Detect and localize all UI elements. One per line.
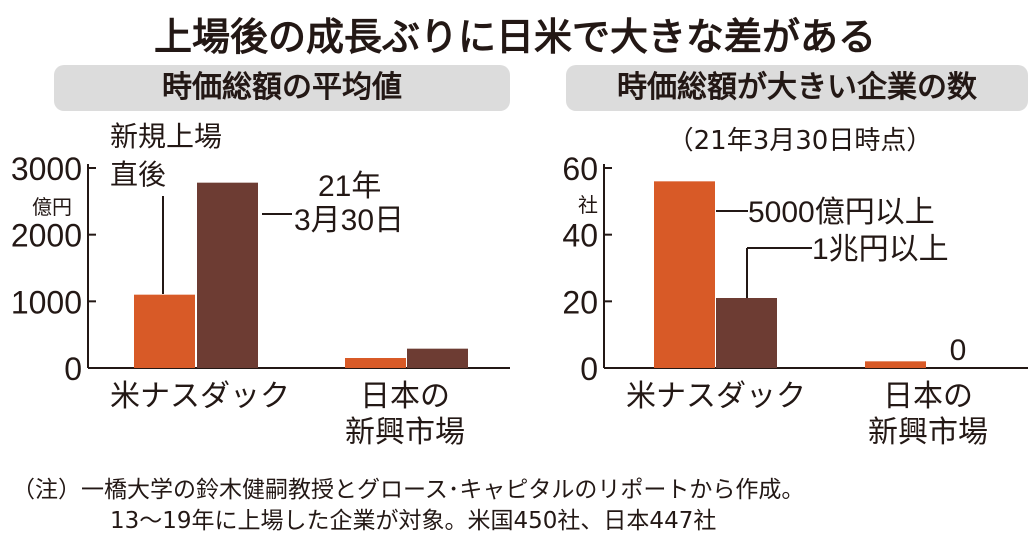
footnote-scope: 13～19年に上場した企業が対象。米国450社、日本447社 [110,508,717,534]
category-label: 米ナスダック [110,380,290,413]
page-title: 上場後の成長ぶりに日米で大きな差がある [153,15,876,59]
chart-subtitle-date: （21年3月30日時点） [667,126,933,156]
category-label: 新興市場 [868,416,988,449]
y-unit-label: 社 [578,194,598,217]
bar [865,361,926,368]
category-label: 新興市場 [345,416,465,449]
bar [654,181,715,368]
chart-title-large-company-count: 時価総額が大きい企業の数 [566,65,1028,111]
y-tick-label: 60 [562,151,598,187]
y-tick-label: 20 [562,284,598,320]
series-label: 3月30日 [294,204,404,237]
series-label: 新規上場 [110,121,222,152]
series-label: 1兆円以上 [812,233,949,266]
category-label: 米ナスダック [626,380,806,413]
series-label: 5000億円以上 [748,196,935,229]
bar [716,298,777,368]
data-label: 0 [950,334,967,367]
bar [197,182,258,368]
y-unit-label: 億円 [32,196,72,219]
category-label: 日本の [360,380,450,413]
bar [345,358,406,368]
bar [134,294,195,368]
y-tick-label: 40 [562,218,598,254]
y-tick-label: 2000 [11,218,82,254]
y-tick-label: 0 [64,351,82,387]
chart-title-average-market-cap: 時価総額の平均値 [54,65,510,111]
footnote-source: （注）一橋大学の鈴木健嗣教授とグロース･キャピタルのリポートから作成。 [12,477,805,503]
y-tick-label: 3000 [11,151,82,187]
series-label: 21年 [318,170,381,203]
series-label: 直後 [110,159,166,190]
y-tick-label: 1000 [11,284,82,320]
category-label: 日本の [883,380,973,413]
y-tick-label: 0 [580,351,598,387]
bar [407,348,468,368]
